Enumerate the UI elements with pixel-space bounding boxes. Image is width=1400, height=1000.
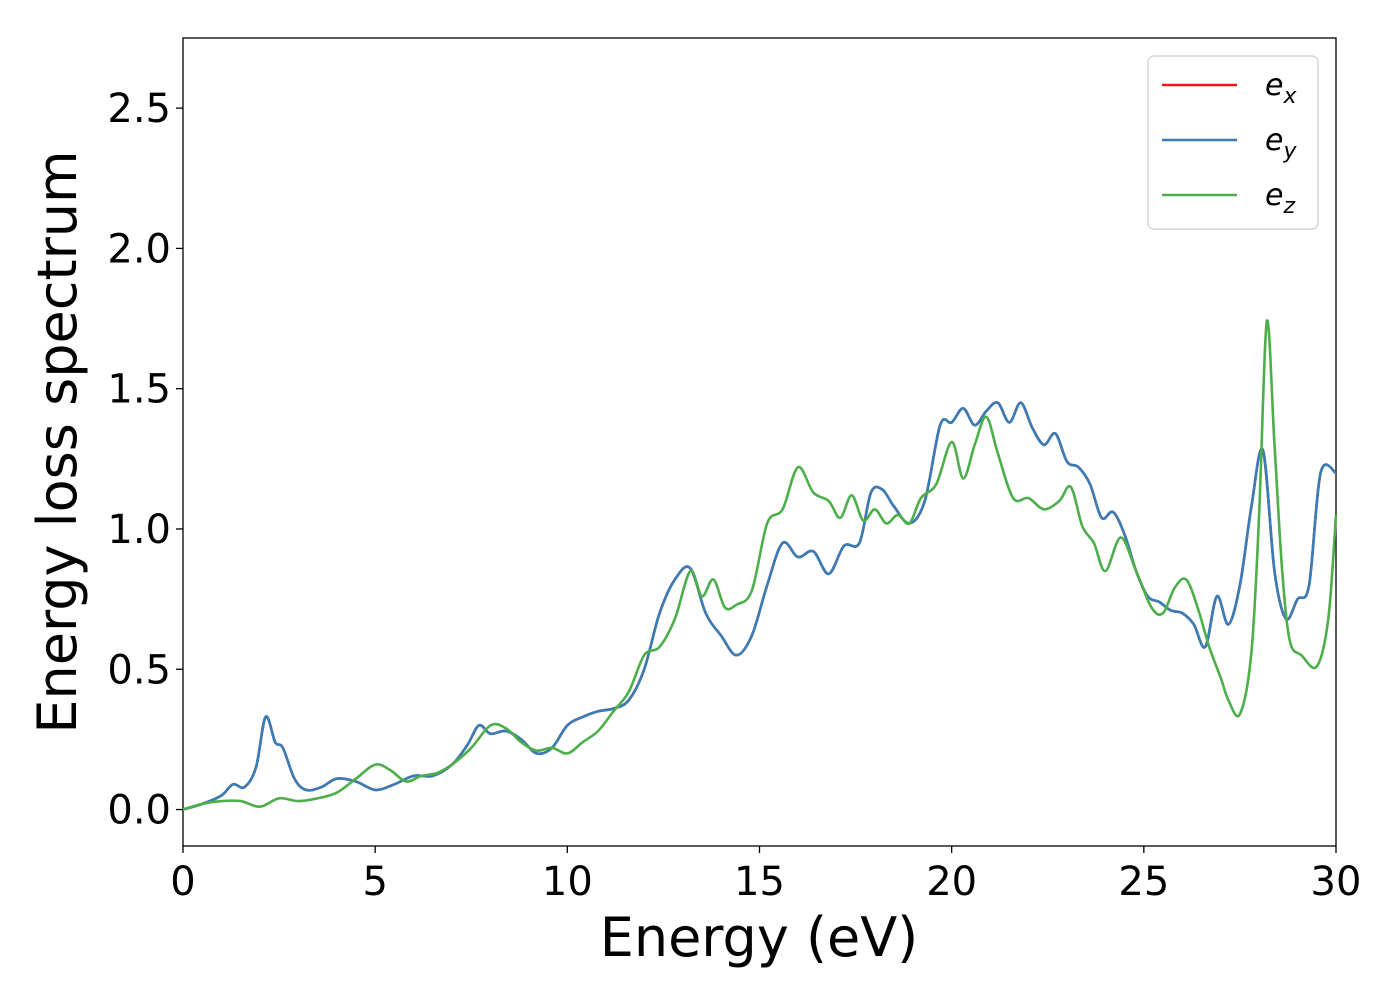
x-tick-label: 15 <box>734 859 785 905</box>
x-axis-title: Energy (eV) <box>600 906 919 969</box>
x-tick-label: 5 <box>362 859 387 905</box>
series-line-y <box>182 401 1337 811</box>
y-axis-title: Energy loss spectrum <box>26 150 89 733</box>
x-tick-label: 10 <box>542 859 593 905</box>
y-tick-label: 0.5 <box>107 647 171 693</box>
series-line-z <box>182 319 1338 811</box>
x-tick-label: 30 <box>1311 859 1362 905</box>
y-tick-label: 0.0 <box>107 788 171 834</box>
y-tick-label: 2.0 <box>107 226 171 272</box>
legend-box <box>1147 55 1319 230</box>
x-axis-ticks: 0 5 10 15 20 25 30 <box>170 846 1361 905</box>
x-tick-label: 25 <box>1118 859 1169 905</box>
y-tick-label: 1.0 <box>107 507 171 553</box>
series-layer <box>182 319 1338 811</box>
x-tick-label: 0 <box>170 859 195 905</box>
y-tick-label: 1.5 <box>107 367 171 413</box>
y-axis-ticks: 0.0 0.5 1.0 1.5 2.0 2.5 <box>107 86 183 834</box>
x-tick-label: 20 <box>926 859 977 905</box>
y-tick-label: 2.5 <box>107 86 171 132</box>
